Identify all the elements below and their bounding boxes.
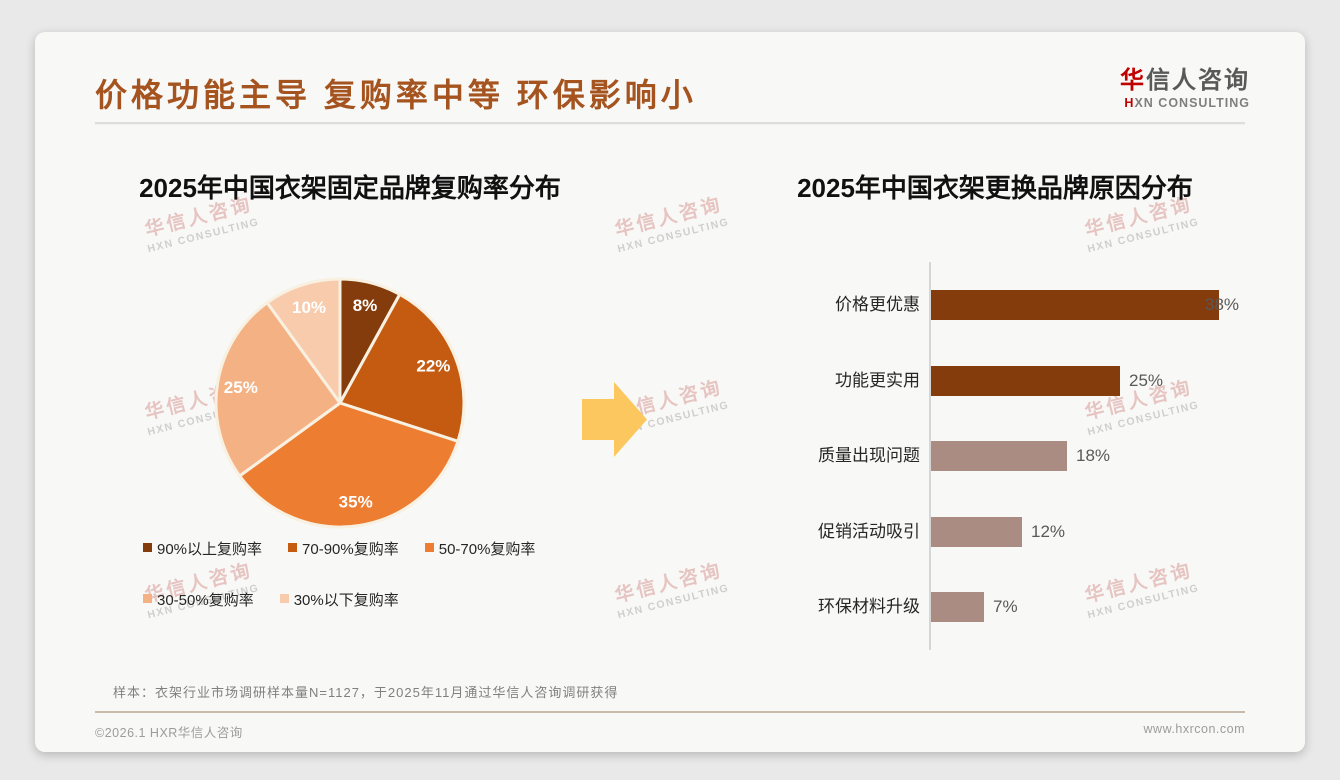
legend-marker [143, 543, 152, 552]
bar-category-label: 环保材料升级 [818, 597, 920, 616]
legend-item: 30-50%复购率 [143, 589, 254, 610]
bar [931, 365, 1120, 396]
pie-chart: 8% 22% 35% 25% 10% [214, 277, 466, 529]
copyright-text: ©2026.1 HXR华信人咨询 [95, 726, 243, 740]
pie-data-label: 25% [224, 378, 258, 397]
sample-footnote: 样本：衣架行业市场调研样本量N=1127，于2025年11月通过华信人咨询调研获… [113, 685, 619, 700]
bar-category-label: 促销活动吸引 [818, 521, 920, 541]
bar [931, 290, 1219, 320]
logo-chinese: 华信人咨询 [1120, 60, 1250, 95]
bar [931, 516, 1022, 547]
pie-data-label: 22% [416, 357, 450, 376]
header-divider [95, 122, 1245, 125]
bar-chart: 价格更优惠 38% 功能更实用 25% 质量出现问题 18% 促销活动吸引 12% 环保材料升级… [760, 262, 1260, 652]
bar-chart-axis [929, 262, 931, 650]
bar [931, 441, 1067, 471]
pie-chart-title: 2025年中国衣架固定品牌复购率分布 [139, 173, 561, 203]
bar [931, 592, 984, 622]
pie-slice [338, 292, 466, 443]
pie-data-label: 8% [353, 296, 378, 315]
bar-category-label: 功能更实用 [835, 370, 920, 390]
footer: ©2026.1 HXR华信人咨询 www.hxrcon.com [95, 722, 1245, 741]
logo-zh-accent: 华 [1120, 67, 1146, 94]
footer-divider [95, 711, 1245, 713]
logo-english: HXN CONSULTING [1120, 96, 1250, 110]
legend-marker [143, 594, 152, 603]
legend-label: 70-90%复购率 [302, 541, 399, 558]
bar-value-label: 7% [993, 597, 1018, 616]
pie-data-label: 10% [292, 298, 326, 317]
bar-category-label: 质量出现问题 [818, 446, 920, 465]
legend-label: 90%以上复购率 [157, 541, 263, 558]
logo-en-rest: XN CONSULTING [1134, 96, 1250, 110]
legend-marker [288, 543, 298, 552]
pie-slice [265, 277, 342, 405]
pie-legend: 90%以上复购率 70-90%复购率 50-70%复购率 30-50%复购率 30%以下… [143, 538, 623, 640]
legend-item: 70-90%复购率 [288, 538, 399, 559]
legend-item: 50-70%复购率 [424, 538, 536, 559]
slide-card: 华信人咨询 HXN CONSULTING 华信人咨询 HXN CONSULTING 华信… [35, 32, 1305, 752]
arrow-right-icon [582, 382, 647, 457]
legend-label: 30-50%复购率 [157, 592, 254, 609]
legend-label: 50-70%复购率 [438, 541, 536, 558]
pie-slice [238, 401, 460, 529]
pie-data-label: 35% [339, 493, 373, 512]
logo-en-accent: H [1124, 96, 1135, 110]
website-text: www.hxrcon.com [1143, 722, 1245, 736]
bar-value-label: 18% [1076, 446, 1111, 465]
legend-label: 30%以下复购率 [293, 592, 399, 609]
watermark: 华信人咨询 HXN CONSULTING [612, 194, 731, 256]
legend-marker [279, 594, 289, 603]
watermark: 华信人咨询 HXN CONSULTING [612, 560, 731, 622]
bar-category-label: 价格更优惠 [835, 295, 920, 314]
bar-value-label: 25% [1129, 370, 1164, 390]
legend-marker [424, 543, 434, 552]
bar-chart-title: 2025年中国衣架更换品牌原因分布 [797, 173, 1193, 203]
company-logo: 华信人咨询 HXN CONSULTING [1120, 60, 1250, 110]
logo-zh-rest: 信人咨询 [1146, 67, 1250, 94]
legend-item: 90%以上复购率 [143, 538, 262, 559]
legend-item: 30%以下复购率 [279, 589, 399, 610]
bar-value-label: 38% [1205, 295, 1240, 314]
page-title: 价格功能主导 复购率中等 环保影响小 [95, 77, 697, 113]
bar-value-label: 12% [1031, 521, 1066, 541]
pie-slice [214, 301, 342, 478]
